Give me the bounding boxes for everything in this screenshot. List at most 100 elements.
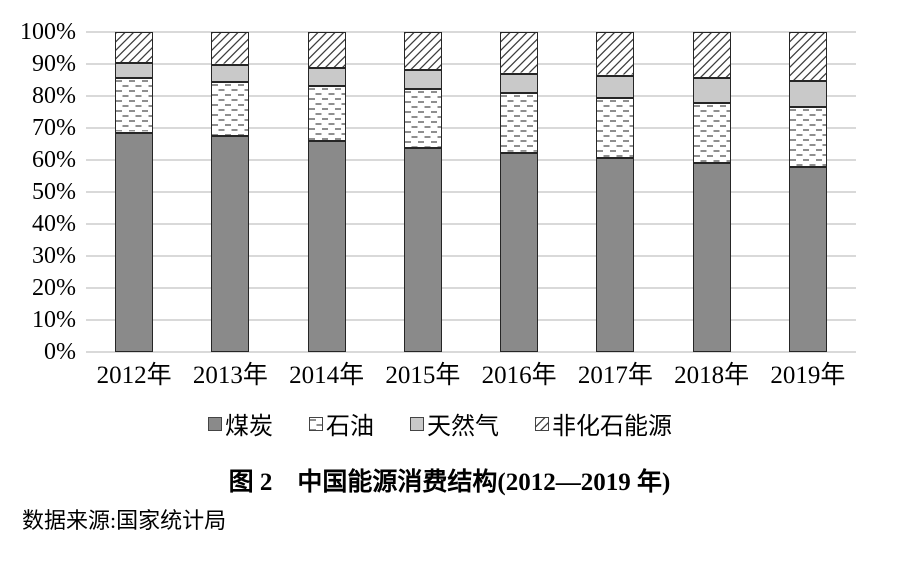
y-axis-labels: 0% 10% 20% 30% 40% 50% 60% 70% 80% 90% 100% — [0, 20, 76, 364]
hatch-pattern-fill — [693, 33, 730, 78]
dash-pattern-fill — [404, 89, 441, 147]
hatch-pattern-fill — [116, 33, 153, 63]
gridline — [86, 127, 856, 129]
hatch-pattern-fill — [501, 33, 538, 73]
bar-segment-coal-2014年 — [307, 141, 346, 352]
bar-segment-oil-2014年 — [307, 86, 346, 142]
x-tick-label-2015年: 2015年 — [385, 362, 461, 389]
y-tick-label: 90% — [32, 51, 76, 77]
hatch-pattern-fill — [597, 33, 634, 75]
bar-segment-nonfossil-2018年 — [692, 32, 731, 79]
legend-swatch-oil — [309, 416, 323, 431]
bar-slot-2017年 — [567, 32, 663, 352]
gridline — [86, 95, 856, 97]
bar-segment-nonfossil-2017年 — [596, 32, 635, 76]
bar-slot-2018年 — [664, 32, 760, 352]
y-tick-label: 0% — [44, 339, 76, 365]
x-tick-label-2016年: 2016年 — [481, 362, 557, 389]
y-tick-label: 60% — [32, 147, 76, 173]
x-tick-label-2013年: 2013年 — [192, 362, 268, 389]
gridline — [86, 287, 856, 289]
y-tick-label: 100% — [20, 19, 76, 45]
bar-segment-coal-2013年 — [211, 136, 250, 352]
legend-item-coal: 煤炭 — [208, 406, 273, 441]
dash-pattern-fill — [597, 98, 634, 158]
gridline — [86, 351, 856, 353]
dash-pattern-fill — [308, 87, 345, 141]
bars-group — [86, 32, 856, 352]
y-tick-label: 10% — [32, 307, 76, 333]
plot-area — [86, 31, 856, 353]
bar-segment-gas-2018年 — [692, 78, 731, 103]
gridline — [86, 159, 856, 161]
bar-segment-oil-2016年 — [500, 93, 539, 153]
bar-segment-coal-2019年 — [788, 167, 827, 352]
legend-swatch-nonfossil — [535, 416, 549, 431]
bar-segment-coal-2015年 — [403, 147, 442, 352]
bar-segment-oil-2015年 — [403, 88, 442, 148]
bar-slot-2014年 — [279, 32, 375, 352]
dash-pattern-fill — [501, 94, 538, 152]
bar-segment-nonfossil-2016年 — [500, 32, 539, 74]
x-tick-label-2017年: 2017年 — [577, 362, 653, 389]
legend-item-oil: 石油 — [309, 406, 374, 441]
dash-pattern-fill — [789, 107, 826, 167]
bar-segment-gas-2017年 — [596, 75, 635, 98]
gridline — [86, 319, 856, 321]
bar-slot-2013年 — [182, 32, 278, 352]
bar-segment-oil-2012年 — [115, 78, 154, 133]
bar-segment-gas-2014年 — [307, 68, 346, 87]
legend-label-nonfossil: 非化石能源 — [552, 414, 672, 440]
hatch-pattern-fill — [536, 417, 548, 430]
bar-segment-oil-2019年 — [788, 106, 827, 168]
bar-segment-oil-2018年 — [692, 102, 731, 164]
dash-pattern-fill — [693, 103, 730, 163]
bar-segment-nonfossil-2012年 — [115, 32, 154, 64]
legend-label-oil: 石油 — [326, 414, 374, 440]
legend-item-gas: 天然气 — [410, 406, 499, 441]
stacked-bar-2019年 — [788, 32, 827, 352]
bar-segment-gas-2015年 — [403, 70, 442, 89]
stacked-bar-2017年 — [596, 32, 635, 352]
x-tick-label-2012年: 2012年 — [96, 362, 172, 389]
y-tick-label: 20% — [32, 275, 76, 301]
bar-segment-gas-2016年 — [500, 73, 539, 94]
gridline — [86, 255, 856, 257]
legend-swatch-gas — [410, 416, 424, 431]
stacked-bar-2014年 — [307, 32, 346, 352]
gridline — [86, 223, 856, 225]
data-source-note: 数据来源:国家统计局 — [22, 508, 227, 533]
bar-slot-2015年 — [375, 32, 471, 352]
x-tick-label-2014年: 2014年 — [289, 362, 365, 389]
bar-segment-gas-2019年 — [788, 81, 827, 107]
x-axis-labels: 2012年 2013年 2014年 2015年 2016年 2017年 2018年 2019年 — [86, 360, 856, 393]
legend-label-coal: 煤炭 — [225, 414, 273, 440]
x-tick-label-2018年: 2018年 — [674, 362, 750, 389]
legend: 煤炭 石油 天然气 非化石能源 — [0, 406, 880, 441]
gridline — [86, 191, 856, 193]
x-tick-label-2019年: 2019年 — [770, 362, 846, 389]
dash-pattern-fill — [310, 417, 322, 430]
bar-segment-coal-2017年 — [596, 158, 635, 352]
bar-slot-2012年 — [86, 32, 182, 352]
bar-segment-oil-2017年 — [596, 97, 635, 159]
stacked-bar-2012年 — [115, 32, 154, 352]
dash-pattern-fill — [212, 82, 249, 136]
bar-segment-gas-2012年 — [115, 63, 154, 79]
hatch-pattern-fill — [789, 33, 826, 80]
y-tick-label: 50% — [32, 179, 76, 205]
bar-segment-coal-2016年 — [500, 152, 539, 352]
hatch-pattern-fill — [212, 33, 249, 64]
bar-slot-2019年 — [760, 32, 856, 352]
stacked-bar-2013年 — [211, 32, 250, 352]
hatch-pattern-fill — [404, 33, 441, 70]
gridline — [86, 31, 856, 33]
bar-segment-gas-2013年 — [211, 64, 250, 82]
hatch-pattern-fill — [308, 33, 345, 68]
gridline — [86, 63, 856, 65]
dash-pattern-fill — [116, 79, 153, 132]
stacked-bar-2016年 — [500, 32, 539, 352]
legend-item-nonfossil: 非化石能源 — [535, 406, 672, 441]
legend-swatch-coal — [208, 416, 222, 431]
